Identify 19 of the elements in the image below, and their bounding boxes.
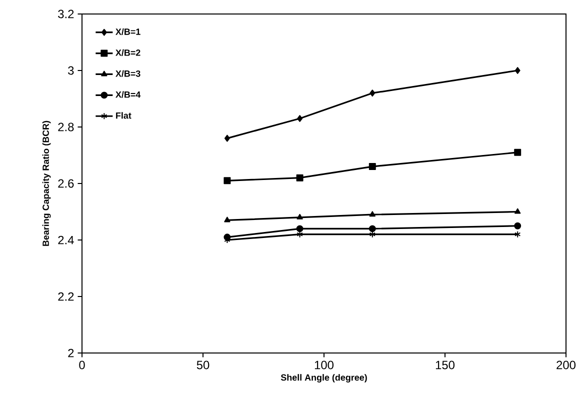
legend-label: X/B=3 bbox=[116, 70, 140, 77]
y-tick-label: 2.4 bbox=[58, 236, 74, 244]
y-tick-label: 2 bbox=[68, 348, 74, 358]
x-tick-label: 0 bbox=[79, 360, 85, 370]
y-tick-label: 3 bbox=[68, 66, 74, 75]
y-tick-label: 3.2 bbox=[58, 10, 74, 18]
x-axis-title: Shell Angle (degree) bbox=[280, 374, 367, 382]
x-tick-label: 150 bbox=[436, 360, 455, 370]
x-tick-label: 50 bbox=[196, 360, 210, 370]
y-tick-label: 2.6 bbox=[58, 179, 74, 188]
legend-label: Flat bbox=[116, 112, 132, 119]
legend-label: X/B=2 bbox=[116, 49, 140, 56]
legend-label: X/B=4 bbox=[116, 91, 141, 98]
y-axis-title: Bearing Capacity Ratio (BCR) bbox=[42, 120, 51, 246]
x-tick-label: 100 bbox=[314, 360, 334, 370]
x-tick-label: 200 bbox=[556, 360, 576, 370]
legend-label: X/B=1 bbox=[116, 28, 140, 36]
y-tick-label: 2.8 bbox=[58, 122, 74, 132]
y-tick-label: 2.2 bbox=[58, 292, 74, 301]
